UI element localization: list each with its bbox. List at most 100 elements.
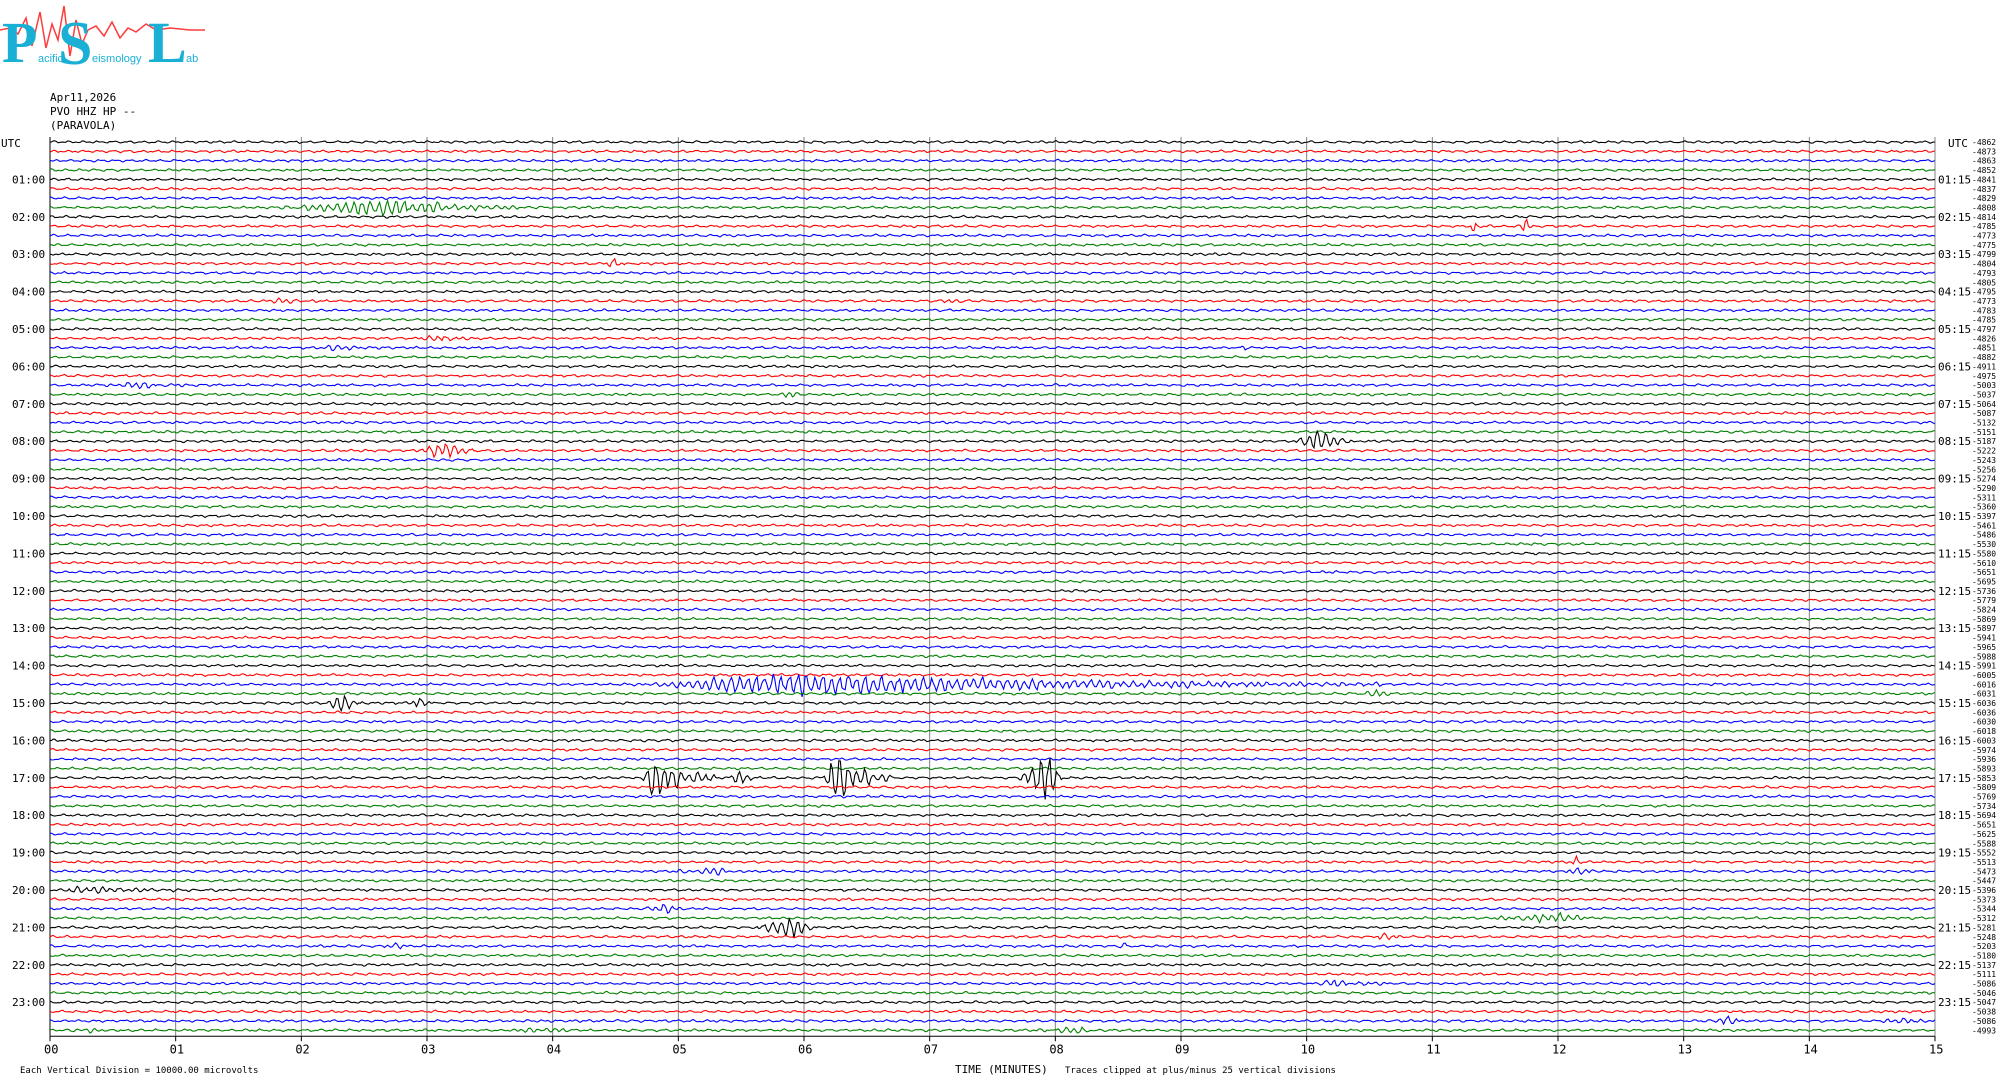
trace-count-label: -5312 bbox=[1972, 914, 1996, 923]
x-axis-label: TIME (MINUTES) bbox=[955, 1063, 1048, 1076]
trace-count-label: -5086 bbox=[1972, 980, 1996, 989]
trace-count-label: -5274 bbox=[1972, 475, 1996, 484]
x-tick-label: 09 bbox=[1175, 1042, 1189, 1056]
left-hour-label: 22:00 bbox=[12, 959, 45, 972]
right-hour-label: 07:15 bbox=[1938, 398, 1971, 411]
seismic-trace bbox=[49, 326, 1935, 332]
trace-count-label: -6030 bbox=[1972, 718, 1996, 727]
trace-count-label: -5180 bbox=[1972, 951, 1996, 960]
trace-count-label: -4975 bbox=[1972, 372, 1996, 381]
right-hour-label: 01:15 bbox=[1938, 173, 1971, 186]
seismic-trace bbox=[49, 297, 1935, 304]
trace-count-label: -4852 bbox=[1972, 166, 1996, 175]
trace-count-label: -5941 bbox=[1972, 634, 1996, 643]
trace-count-label: -5187 bbox=[1972, 437, 1996, 446]
trace-count-label: -5151 bbox=[1972, 428, 1996, 437]
time-grid: 00 01 02 03 04 05 06 07 08 09 10 11 12 13 14 15 bbox=[44, 137, 1943, 1056]
seismic-trace bbox=[49, 364, 1935, 369]
seismic-trace bbox=[49, 198, 1935, 218]
trace-count-label: -5397 bbox=[1972, 512, 1996, 521]
right-hour-label: 12:15 bbox=[1938, 585, 1971, 598]
trace-count-label: -4863 bbox=[1972, 157, 1996, 166]
helicorder-location: (PARAVOLA) bbox=[50, 119, 117, 132]
x-tick-label: 07 bbox=[924, 1042, 938, 1056]
right-hour-label: 22:15 bbox=[1938, 959, 1971, 972]
trace-count-label: -4814 bbox=[1972, 213, 1996, 222]
trace-count-label: -5046 bbox=[1972, 989, 1996, 998]
seismic-trace bbox=[49, 867, 1936, 876]
trace-count-label: -4797 bbox=[1972, 325, 1996, 334]
seismic-trace bbox=[49, 252, 1935, 257]
left-hour-label: 10:00 bbox=[12, 510, 45, 523]
right-hour-label: 10:15 bbox=[1938, 510, 1971, 523]
x-tick-label: 02 bbox=[295, 1042, 309, 1056]
trace-count-label: -5137 bbox=[1972, 961, 1996, 970]
right-hour-label: 13:15 bbox=[1938, 622, 1971, 635]
trace-count-label: -5003 bbox=[1972, 381, 1996, 390]
seismic-trace bbox=[49, 794, 1936, 799]
trace-count-label: -5695 bbox=[1972, 577, 1996, 586]
trace-count-label: -6036 bbox=[1972, 708, 1996, 717]
trace-count-label: -4785 bbox=[1972, 222, 1996, 231]
seismic-trace bbox=[49, 672, 1935, 678]
trace-count-label: -4793 bbox=[1972, 269, 1996, 278]
seismic-trace bbox=[49, 1026, 1935, 1034]
seismic-trace bbox=[49, 897, 1935, 902]
seismic-trace bbox=[49, 139, 1935, 145]
left-hour-label: 11:00 bbox=[12, 547, 45, 560]
trace-count-label: -4773 bbox=[1972, 232, 1996, 241]
seismic-trace bbox=[49, 854, 1936, 865]
seismic-trace bbox=[49, 831, 1936, 836]
logo-letter-p: P bbox=[2, 10, 37, 75]
trace-count-label: -5893 bbox=[1972, 764, 1996, 773]
seismic-trace bbox=[49, 803, 1935, 808]
trace-count-label: -6018 bbox=[1972, 727, 1996, 736]
trace-count-label: -5991 bbox=[1972, 662, 1996, 671]
trace-count-label: -5461 bbox=[1972, 521, 1996, 530]
trace-count-label: -5736 bbox=[1972, 587, 1996, 596]
trace-count-label: -4808 bbox=[1972, 203, 1996, 212]
seismic-trace bbox=[49, 167, 1936, 173]
left-hour-label: 07:00 bbox=[12, 398, 45, 411]
seismic-trace bbox=[49, 616, 1936, 621]
logo-word-acific: acific bbox=[38, 53, 64, 65]
left-hour-label: 15:00 bbox=[12, 697, 45, 710]
trace-count-label: -5974 bbox=[1972, 746, 1996, 755]
seismic-trace bbox=[49, 429, 1935, 434]
left-hour-label: 17:00 bbox=[12, 772, 45, 785]
left-hour-label: 13:00 bbox=[12, 622, 45, 635]
seismic-trace bbox=[49, 354, 1935, 360]
trace-count-label: -5965 bbox=[1972, 643, 1996, 652]
trace-count-label: -4911 bbox=[1972, 362, 1996, 371]
trace-count-label: -5694 bbox=[1972, 811, 1996, 820]
seismic-trace bbox=[49, 457, 1935, 462]
seismic-trace bbox=[49, 813, 1936, 818]
trace-count-label: -5769 bbox=[1972, 793, 1996, 802]
x-tick-label: 12 bbox=[1552, 1042, 1566, 1056]
trace-count-label: -5513 bbox=[1972, 858, 1996, 867]
trace-count-label: -5086 bbox=[1972, 1017, 1996, 1026]
trace-count-label: -5281 bbox=[1972, 923, 1996, 932]
seismic-trace bbox=[49, 673, 1935, 697]
trace-count-label: -4882 bbox=[1972, 353, 1996, 362]
trace-count-label: -4773 bbox=[1972, 297, 1996, 306]
trace-count-label: -5779 bbox=[1972, 596, 1996, 605]
seismic-trace bbox=[49, 822, 1936, 827]
right-hour-label: 14:15 bbox=[1938, 660, 1971, 673]
seismic-trace bbox=[49, 942, 1935, 950]
trace-count-label: -5869 bbox=[1972, 615, 1996, 624]
left-hour-label: 09:00 bbox=[12, 473, 45, 486]
right-hour-label: 03:15 bbox=[1938, 248, 1971, 261]
logo-letter-s: S bbox=[58, 10, 92, 78]
seismic-trace bbox=[49, 270, 1936, 275]
left-hour-label: 23:00 bbox=[12, 996, 45, 1009]
seismic-trace bbox=[49, 504, 1935, 509]
helicorder-station: PVO HHZ HP -- bbox=[50, 105, 137, 118]
right-hour-label: 17:15 bbox=[1938, 772, 1971, 785]
seismic-trace bbox=[49, 719, 1935, 724]
footer-scale-note: Each Vertical Division = 10000.00 microv… bbox=[20, 1066, 258, 1076]
seismic-trace bbox=[49, 1009, 1935, 1014]
seismic-trace bbox=[49, 607, 1935, 612]
x-tick-label: 15 bbox=[1929, 1042, 1943, 1056]
trace-count-label: -6005 bbox=[1972, 671, 1996, 680]
